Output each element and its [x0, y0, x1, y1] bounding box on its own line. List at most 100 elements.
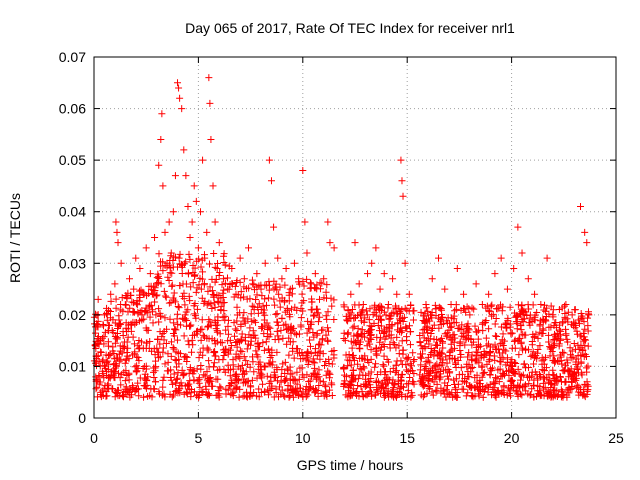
density-point — [281, 369, 289, 377]
density-point — [107, 314, 115, 322]
density-point — [564, 338, 572, 346]
density-point — [304, 391, 312, 399]
data-point — [232, 290, 240, 298]
density-point — [303, 329, 311, 337]
density-point — [398, 370, 406, 378]
density-point — [359, 371, 367, 379]
density-point — [446, 333, 454, 341]
density-point — [231, 332, 239, 340]
density-point — [312, 386, 320, 394]
density-point — [507, 329, 515, 337]
data-point — [236, 254, 244, 262]
density-point — [581, 325, 589, 333]
density-point — [330, 316, 338, 324]
density-point — [102, 388, 110, 396]
density-point — [330, 296, 338, 304]
density-point — [214, 297, 222, 305]
density-point — [498, 339, 506, 347]
density-point — [420, 366, 428, 374]
density-point — [401, 393, 409, 401]
density-point — [322, 331, 330, 339]
density-point — [573, 366, 581, 374]
density-point — [485, 340, 493, 348]
density-point — [392, 361, 400, 369]
density-point — [564, 367, 572, 375]
density-point — [165, 277, 173, 285]
density-point — [186, 322, 194, 330]
density-point — [349, 385, 357, 393]
density-point — [299, 393, 307, 401]
density-point — [420, 325, 428, 333]
density-point — [444, 314, 452, 322]
density-point — [500, 391, 508, 399]
density-point — [522, 387, 530, 395]
density-point — [212, 322, 220, 330]
density-point — [316, 355, 324, 363]
data-point — [261, 259, 269, 267]
y-tick-label: 0.07 — [59, 49, 86, 65]
density-point — [379, 361, 387, 369]
density-point — [461, 341, 469, 349]
density-point — [133, 386, 141, 394]
density-point — [407, 301, 415, 309]
density-point — [293, 345, 301, 353]
density-point — [182, 258, 190, 266]
density-point — [547, 343, 555, 351]
density-point — [199, 331, 207, 339]
density-point — [192, 314, 200, 322]
density-point — [451, 307, 459, 315]
density-point — [180, 332, 188, 340]
density-point — [135, 392, 143, 400]
density-point — [223, 274, 231, 282]
density-point — [296, 384, 304, 392]
density-point — [540, 367, 548, 375]
density-point — [568, 347, 576, 355]
density-point — [281, 393, 289, 401]
data-point — [174, 79, 182, 87]
density-point — [519, 371, 527, 379]
data-point — [485, 290, 493, 298]
density-point — [363, 342, 371, 350]
data-point — [188, 218, 196, 226]
density-point — [575, 388, 583, 396]
data-point — [330, 244, 338, 252]
density-point — [577, 352, 585, 360]
density-point — [530, 381, 538, 389]
density-point — [298, 390, 306, 398]
density-point — [141, 374, 149, 382]
density-point — [309, 358, 317, 366]
density-point — [498, 386, 506, 394]
data-point — [192, 197, 200, 205]
density-point — [194, 377, 202, 385]
density-point — [278, 366, 286, 374]
density-point — [340, 382, 348, 390]
density-point — [311, 345, 319, 353]
density-point — [232, 370, 240, 378]
data-point — [326, 239, 334, 247]
density-point — [408, 391, 416, 399]
density-point — [464, 389, 472, 397]
density-point — [193, 284, 201, 292]
density-point — [584, 314, 592, 322]
density-point — [105, 360, 113, 368]
density-point — [295, 330, 303, 338]
density-point — [423, 372, 431, 380]
density-point — [580, 318, 588, 326]
density-point — [347, 361, 355, 369]
density-point — [153, 291, 161, 299]
density-point — [94, 332, 102, 340]
density-point — [266, 324, 274, 332]
density-point — [293, 331, 301, 339]
density-point — [513, 388, 521, 396]
data-point — [93, 321, 101, 329]
density-point — [398, 337, 406, 345]
density-point — [242, 357, 250, 365]
density-point — [522, 331, 530, 339]
density-point — [449, 393, 457, 401]
density-point — [349, 354, 357, 362]
density-point — [340, 364, 348, 372]
density-point — [367, 331, 375, 339]
density-point — [372, 347, 380, 355]
density-point — [174, 369, 182, 377]
density-point — [573, 384, 581, 392]
